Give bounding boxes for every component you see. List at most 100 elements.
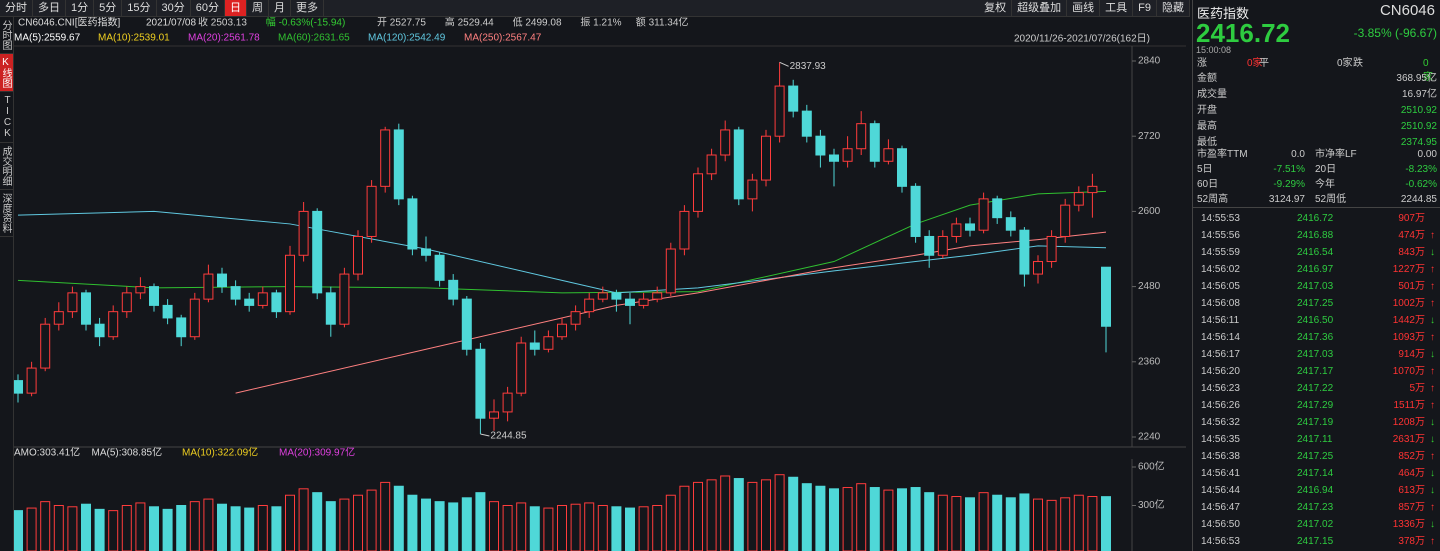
tool-button[interactable]: F9 [1133, 0, 1157, 16]
side-tab[interactable]: 成交明细 [0, 143, 13, 190]
trade-arrow: ↑ [1430, 366, 1435, 377]
volume-bar [1073, 494, 1084, 551]
candle-body [1087, 185, 1098, 194]
ma-legend: MA(20):2561.78 [188, 33, 260, 44]
trade-volume: 1442万 [1392, 315, 1425, 326]
candle-body [149, 286, 159, 306]
trade-time: 14:56:41 [1201, 468, 1240, 479]
ma-legend: MA(120):2542.49 [368, 33, 446, 44]
candle-body [407, 198, 418, 250]
stat-pair-row: 市盈率TTM 0.0 市净率LF 0.00 [1197, 148, 1437, 162]
trade-price: 2417.14 [1297, 468, 1334, 479]
candle-body [992, 198, 1003, 219]
volume-bar [910, 487, 921, 551]
volume-bar [121, 505, 132, 551]
quote-panel: 医药指数 CN6046 2416.72 -3.85% (-96.67) 15:00:08… [1192, 0, 1440, 551]
trade-time: 14:56:23 [1201, 383, 1240, 394]
period-tab[interactable]: 5分 [94, 0, 123, 16]
period-tab[interactable]: 1分 [66, 0, 95, 16]
range-label: 2020/11/26-2021/07/26(162日) [1014, 34, 1150, 45]
stat-value: 0.00 [1417, 149, 1437, 160]
period-tab[interactable]: 日 [225, 0, 247, 16]
trade-arrow: ↑ [1430, 230, 1435, 241]
period-tab[interactable]: 月 [269, 0, 291, 16]
tool-button[interactable]: 隐藏 [1157, 0, 1190, 16]
tool-button[interactable]: 工具 [1100, 0, 1134, 16]
tool-button[interactable]: 超级叠加 [1012, 0, 1068, 16]
period-tab[interactable]: 60分 [191, 0, 225, 16]
stat-label: 52周低 [1315, 194, 1347, 205]
side-tab[interactable]: K线图 [0, 54, 13, 92]
volume-bar [135, 502, 146, 551]
stat-label: 市净率LF [1315, 149, 1357, 160]
period-tab[interactable]: 多日 [33, 0, 66, 16]
candle-body [611, 292, 622, 300]
stat-value: -7.51% [1273, 164, 1305, 175]
candle-body [883, 148, 894, 162]
side-tab[interactable]: TICK [0, 92, 13, 143]
candle-body [94, 323, 105, 338]
trade-arrow: ↓ [1430, 417, 1435, 428]
candle-body [353, 235, 363, 275]
candle-body [81, 292, 91, 325]
candle-body [40, 323, 51, 369]
volume-bar [543, 507, 554, 551]
period-tab[interactable]: 30分 [157, 0, 191, 16]
volume-bar [897, 488, 907, 551]
info-item: 收 2503.13 [198, 17, 247, 29]
breadth-row: 涨 0家平 0家跌 0家 [1197, 57, 1437, 83]
toolbar: 分时 多日 1分 5分 15分 30分 60分日周月更多 复权 超级叠加 画线 工具 F9 隐藏 [0, 0, 1190, 17]
candle-body [1073, 192, 1084, 206]
tool-button[interactable]: 复权 [979, 0, 1013, 16]
trade-row: 14:56:14 2417.36 1093万 ↑ [1197, 331, 1437, 345]
breadth-item: 0家 [1247, 58, 1263, 69]
stat-row: 最低 2374.95 [1197, 136, 1437, 150]
y-tick-label: 2840 [1138, 56, 1161, 67]
candle-body [108, 311, 119, 338]
candle-body [162, 304, 173, 319]
trade-row: 14:56:11 2416.50 1442万 ↓ [1197, 314, 1437, 328]
candle-body [312, 210, 323, 294]
tool-button[interactable]: 画线 [1067, 0, 1101, 16]
side-tab[interactable]: 深度资料 [0, 190, 13, 237]
period-tab[interactable]: 15分 [122, 0, 157, 16]
trade-price: 2417.11 [1297, 434, 1333, 445]
period-tab[interactable]: 更多 [291, 0, 324, 16]
period-tab[interactable]: 周 [247, 0, 269, 16]
volume-bar [217, 503, 227, 551]
candle-body [26, 367, 37, 394]
low-annotation: 2244.85 [490, 431, 527, 442]
volume-bar [570, 503, 581, 551]
candle-body [189, 298, 200, 338]
stat-label: 今年 [1315, 179, 1335, 190]
trade-volume: 501万 [1398, 281, 1425, 292]
high-annotation: 2837.93 [790, 61, 827, 72]
volume-bar [475, 492, 486, 551]
trade-row: 14:56:44 2416.94 613万 ↓ [1197, 484, 1437, 498]
candle-body [529, 342, 540, 350]
trade-time: 14:56:35 [1201, 434, 1240, 445]
trade-arrow: ↓ [1430, 315, 1435, 326]
candle-body [1019, 229, 1030, 275]
trade-price: 2416.54 [1297, 247, 1334, 258]
ma-legend: MA(60):2631.65 [278, 33, 350, 44]
candle-body [53, 311, 64, 325]
candle-body [1060, 204, 1071, 237]
volume-bar [380, 481, 391, 551]
trade-arrow: ↑ [1430, 536, 1435, 547]
trade-price: 2416.72 [1297, 213, 1334, 224]
period-tab[interactable]: 分时 [0, 0, 33, 16]
stat-label: 成交量 [1197, 89, 1227, 100]
stat-label: 最高 [1197, 121, 1217, 132]
trade-price: 2417.17 [1297, 366, 1334, 377]
side-tab[interactable]: 分时图 [0, 17, 13, 54]
stat-value: 2510.92 [1400, 121, 1437, 132]
trade-time: 14:56:44 [1201, 485, 1240, 496]
volume-bar [203, 498, 214, 551]
candle-body [217, 273, 227, 288]
trade-price: 2417.02 [1297, 519, 1334, 530]
candle-body [597, 292, 608, 300]
volume-bar [257, 505, 268, 551]
trade-arrow: ↓ [1430, 485, 1435, 496]
trade-volume: 914万 [1398, 349, 1425, 360]
